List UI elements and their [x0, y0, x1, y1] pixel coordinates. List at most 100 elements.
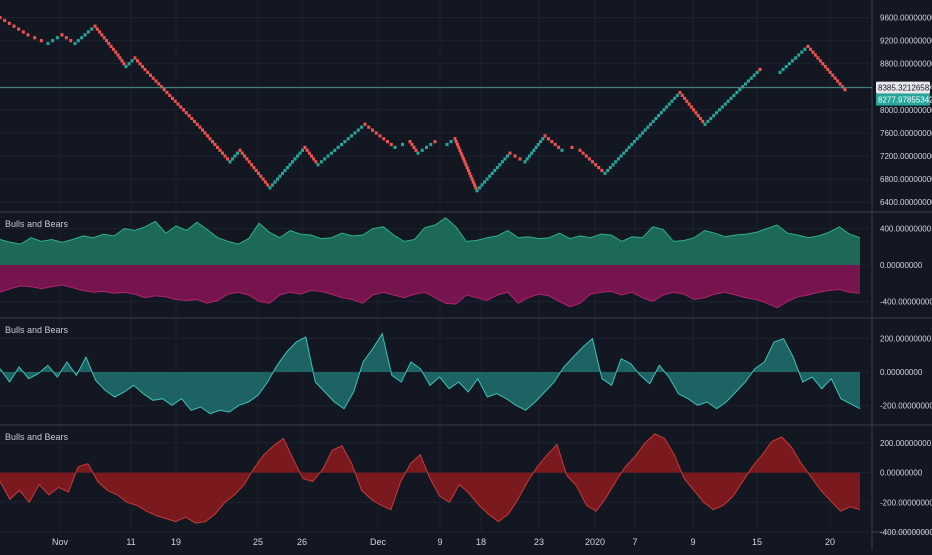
renko-brick-down [546, 137, 550, 141]
renko-brick-up [741, 85, 745, 89]
renko-brick-up [726, 99, 730, 103]
renko-brick-up [662, 108, 666, 112]
renko-brick-up [80, 36, 84, 40]
renko-brick-down [386, 140, 389, 144]
renko-brick-down [518, 157, 522, 161]
renko-brick-up [449, 140, 453, 144]
price-pane[interactable] [0, 15, 872, 193]
x-tick-label: 25 [253, 537, 263, 547]
renko-brick-down [238, 148, 242, 152]
renko-brick-down [245, 157, 249, 161]
renko-brick-down [122, 62, 126, 66]
renko-brick-up [326, 154, 330, 158]
renko-brick-down [683, 96, 687, 100]
renko-brick-up [732, 93, 736, 98]
renko-brick-up [649, 122, 653, 126]
renko-brick-down [553, 142, 557, 147]
renko-brick-down [831, 73, 835, 77]
net-line [0, 332, 861, 415]
renko-brick-up [675, 93, 679, 98]
renko-brick-down [841, 85, 845, 89]
renko-brick-down [694, 111, 698, 115]
y-tick-label: 7200.00000000 [880, 152, 932, 161]
renko-brick-down [60, 33, 64, 37]
renko-brick-up [749, 76, 753, 80]
renko-brick-up [755, 70, 759, 74]
renko-brick-up [532, 148, 536, 152]
renko-brick-up [296, 154, 299, 158]
renko-brick-down [692, 108, 696, 112]
renko-brick-down [833, 76, 837, 80]
renko-brick-down [464, 163, 468, 167]
renko-brick-down [168, 93, 172, 98]
x-tick-label: 11 [126, 537, 135, 547]
renko-brick-up [46, 41, 50, 46]
renko-brick-down [179, 105, 183, 109]
renko-brick-up [445, 142, 449, 147]
renko-brick-up [712, 114, 716, 118]
y-tick-label: 0.00000000 [880, 261, 923, 270]
renko-brick-up [560, 148, 564, 152]
renko-brick-down [828, 70, 832, 74]
renko-brick-up [488, 174, 492, 178]
renko-brick-down [208, 137, 212, 141]
renko-brick-down [689, 105, 693, 109]
x-tick-label: 15 [752, 537, 762, 547]
renko-brick-down [557, 145, 561, 149]
renko-brick-up [127, 62, 131, 66]
renko-brick-down [165, 90, 169, 95]
renko-brick-down [109, 44, 113, 48]
renko-brick-down [701, 119, 705, 124]
renko-brick-down [470, 177, 474, 181]
renko-brick-down [813, 53, 817, 57]
renko-brick-down [696, 114, 700, 118]
x-tick-label: 7 [632, 537, 637, 547]
x-tick-label: 26 [297, 537, 307, 547]
renko-brick-down [138, 62, 142, 66]
x-tick-label: 9 [437, 537, 442, 547]
renko-brick-down [374, 131, 378, 135]
renko-brick-up [281, 171, 284, 175]
renko-brick-up [276, 177, 279, 181]
renko-brick-down [826, 67, 830, 72]
renko-brick-up [401, 142, 404, 147]
renko-brick-down [433, 140, 437, 144]
renko-brick-down [305, 148, 309, 152]
renko-brick-up [790, 59, 794, 63]
renko-brick-up [729, 96, 733, 100]
renko-brick-down [102, 36, 106, 40]
y-tick-label: 0.00000000 [880, 469, 923, 478]
renko-brick-up [236, 151, 239, 155]
renko-brick-up [86, 30, 90, 34]
bulls-bears-pane-3[interactable] [0, 433, 861, 524]
renko-brick-up [641, 131, 644, 135]
renko-brick-up [667, 102, 671, 106]
renko-brick-down [312, 157, 316, 161]
bulls-bears-pane-1[interactable] [0, 217, 861, 309]
y-tick-label: 8800.00000000 [880, 60, 932, 69]
label-layer: Bulls and Bears Bulls and Bears Bulls an… [5, 219, 69, 442]
renko-brick-up [503, 157, 507, 161]
x-tick-label: 23 [534, 537, 544, 547]
renko-brick-up [534, 145, 538, 149]
renko-brick-down [758, 67, 762, 72]
renko-brick-down [412, 145, 416, 149]
renko-brick-up [794, 56, 798, 60]
renko-brick-up [608, 166, 612, 170]
bulls-area [0, 217, 860, 265]
renko-brick-up [288, 163, 292, 167]
renko-brick-up [493, 168, 497, 173]
bulls-bears-pane-2[interactable] [0, 332, 861, 415]
renko-brick-up [703, 122, 707, 126]
renko-brick-up [530, 151, 534, 155]
renko-brick-up [278, 174, 282, 178]
renko-brick-down [307, 151, 311, 155]
renko-brick-down [120, 59, 124, 63]
renko-brick-up [657, 114, 661, 118]
renko-brick-down [410, 142, 414, 147]
renko-brick-down [218, 148, 222, 152]
renko-brick-up [787, 62, 791, 66]
renko-brick-up [778, 70, 782, 74]
